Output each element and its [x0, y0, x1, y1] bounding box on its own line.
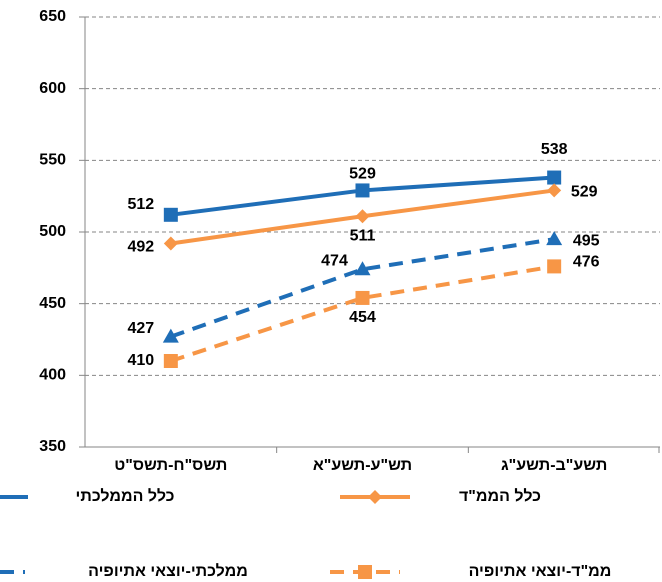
marker — [368, 490, 382, 504]
y-tick-label: 450 — [39, 295, 66, 312]
data-label: 538 — [541, 141, 568, 158]
legend-label: כלל הממ"ד — [459, 487, 541, 505]
marker — [163, 354, 178, 368]
marker — [547, 259, 562, 274]
data-label: 511 — [350, 227, 376, 244]
data-label: 427 — [127, 320, 154, 337]
data-label: 529 — [571, 184, 598, 201]
marker — [355, 183, 370, 198]
x-tick-label: תשס"ח-תשס"ט — [114, 457, 227, 474]
data-label: 529 — [349, 166, 376, 183]
marker — [355, 290, 370, 305]
legend-label: כלל הממלכתי — [76, 487, 175, 505]
y-tick-label: 550 — [39, 152, 66, 169]
marker — [546, 231, 563, 246]
x-tick-label: תשע"ב-תשע"ג — [501, 457, 607, 474]
series-line — [170, 264, 555, 363]
data-label: 476 — [573, 254, 600, 271]
y-tick-label: 350 — [39, 438, 66, 455]
data-label: 495 — [573, 232, 600, 249]
y-tick-label: 600 — [39, 80, 66, 97]
series-line — [170, 237, 555, 339]
marker — [355, 209, 370, 224]
marker — [547, 183, 562, 198]
marker — [162, 328, 179, 343]
marker — [163, 236, 178, 251]
data-label: 474 — [321, 252, 348, 269]
marker — [163, 207, 178, 222]
data-label: 454 — [349, 309, 376, 326]
data-label: 512 — [127, 196, 154, 213]
data-label: 492 — [127, 239, 154, 256]
marker — [547, 170, 562, 185]
x-tick-label: תש"ע-תשע"א — [313, 457, 412, 474]
marker — [358, 565, 372, 579]
data-label: 410 — [127, 352, 154, 369]
y-tick-label: 650 — [39, 8, 66, 25]
y-tick-label: 500 — [39, 223, 66, 240]
marker — [354, 261, 371, 276]
legend-label: ממלכתי-יוצאי אתיופיה — [88, 562, 248, 580]
legend-label: ממ"ד-יוצאי אתיופיה — [469, 563, 612, 580]
y-tick-label: 400 — [39, 367, 66, 384]
